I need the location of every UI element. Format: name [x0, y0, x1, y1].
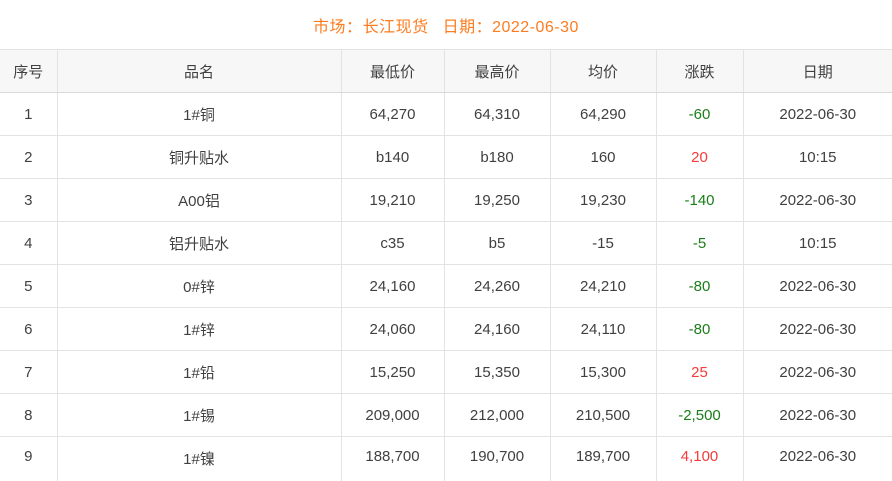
table-row: 6 1#锌 24,060 24,160 24,110 -80 2022-06-3… — [0, 307, 892, 351]
cell-name: 1#镍 — [56, 436, 342, 481]
cell-change: 25 — [655, 350, 744, 394]
cell-avg: -15 — [549, 221, 657, 265]
cell-change: -5 — [655, 221, 744, 265]
table-row: 1 1#铜 64,270 64,310 64,290 -60 2022-06-3… — [0, 92, 892, 136]
column-header-name: 品名 — [56, 49, 342, 93]
cell-avg: 160 — [549, 135, 657, 179]
cell-high: b5 — [443, 221, 551, 265]
market-title-text: 市场：长江现货 — [313, 13, 429, 37]
table-header: 序号 品名 最低价 最高价 均价 涨跌 日期 — [0, 49, 892, 93]
cell-seq: 9 — [0, 436, 58, 481]
cell-change: -2,500 — [655, 393, 744, 437]
column-header-high: 最高价 — [443, 49, 551, 93]
cell-name: 铜升贴水 — [56, 135, 342, 179]
date-label: 日期： — [442, 18, 493, 36]
cell-seq: 8 — [0, 393, 58, 437]
cell-low: 24,060 — [340, 307, 445, 351]
cell-low: 19,210 — [340, 178, 445, 222]
cell-date: 2022-06-30 — [742, 393, 892, 437]
market-label: 市场： — [313, 18, 363, 36]
cell-name: 0#锌 — [56, 264, 342, 308]
cell-change: 20 — [655, 135, 744, 179]
cell-change: -140 — [655, 178, 744, 222]
market-value: 长江现货 — [362, 18, 429, 36]
cell-low: 188,700 — [340, 436, 445, 481]
cell-change: -80 — [655, 307, 744, 351]
column-header-change: 涨跌 — [655, 49, 744, 93]
cell-avg: 189,700 — [549, 436, 657, 481]
cell-change: -80 — [655, 264, 744, 308]
cell-avg: 15,300 — [549, 350, 657, 394]
cell-seq: 7 — [0, 350, 58, 394]
cell-date: 2022-06-30 — [742, 264, 892, 308]
cell-change: -60 — [655, 92, 744, 136]
cell-low: b140 — [340, 135, 445, 179]
cell-name: 1#锡 — [56, 393, 342, 437]
cell-seq: 6 — [0, 307, 58, 351]
price-table: 序号 品名 最低价 最高价 均价 涨跌 日期 1 1#铜 64,270 64,3… — [0, 49, 892, 481]
cell-low: 64,270 — [340, 92, 445, 136]
table-row: 3 A00铝 19,210 19,250 19,230 -140 2022-06… — [0, 178, 892, 222]
cell-avg: 210,500 — [549, 393, 657, 437]
cell-name: 1#锌 — [56, 307, 342, 351]
cell-seq: 1 — [0, 92, 58, 136]
cell-high: 24,260 — [443, 264, 551, 308]
cell-low: c35 — [340, 221, 445, 265]
cell-high: 24,160 — [443, 307, 551, 351]
cell-date: 2022-06-30 — [742, 436, 892, 481]
header-row: 序号 品名 最低价 最高价 均价 涨跌 日期 — [0, 49, 892, 93]
table-row: 8 1#锡 209,000 212,000 210,500 -2,500 202… — [0, 393, 892, 437]
cell-date: 2022-06-30 — [742, 178, 892, 222]
table-row: 9 1#镍 188,700 190,700 189,700 4,100 2022… — [0, 436, 892, 481]
cell-date: 10:15 — [742, 135, 892, 179]
cell-high: 190,700 — [443, 436, 551, 481]
page-title: 市场：长江现货 日期：2022-06-30 — [0, 0, 892, 49]
table-body: 1 1#铜 64,270 64,310 64,290 -60 2022-06-3… — [0, 92, 892, 481]
cell-low: 15,250 — [340, 350, 445, 394]
column-header-avg: 均价 — [549, 49, 657, 93]
cell-high: b180 — [443, 135, 551, 179]
cell-seq: 5 — [0, 264, 58, 308]
cell-name: 铝升贴水 — [56, 221, 342, 265]
table-row: 2 铜升贴水 b140 b180 160 20 10:15 — [0, 135, 892, 179]
cell-date: 2022-06-30 — [742, 92, 892, 136]
column-header-low: 最低价 — [340, 49, 445, 93]
cell-low: 24,160 — [340, 264, 445, 308]
column-header-date: 日期 — [742, 49, 892, 93]
cell-avg: 19,230 — [549, 178, 657, 222]
table-row: 7 1#铅 15,250 15,350 15,300 25 2022-06-30 — [0, 350, 892, 394]
cell-seq: 3 — [0, 178, 58, 222]
cell-low: 209,000 — [340, 393, 445, 437]
cell-avg: 24,210 — [549, 264, 657, 308]
column-header-seq: 序号 — [0, 49, 58, 93]
cell-name: 1#铅 — [56, 350, 342, 394]
cell-name: A00铝 — [56, 178, 342, 222]
cell-name: 1#铜 — [56, 92, 342, 136]
cell-seq: 4 — [0, 221, 58, 265]
cell-date: 2022-06-30 — [742, 307, 892, 351]
cell-high: 15,350 — [443, 350, 551, 394]
cell-change: 4,100 — [655, 436, 744, 481]
date-title-text: 日期：2022-06-30 — [443, 13, 579, 37]
table-row: 4 铝升贴水 c35 b5 -15 -5 10:15 — [0, 221, 892, 265]
cell-high: 212,000 — [443, 393, 551, 437]
table-row: 5 0#锌 24,160 24,260 24,210 -80 2022-06-3… — [0, 264, 892, 308]
cell-seq: 2 — [0, 135, 58, 179]
cell-high: 19,250 — [443, 178, 551, 222]
cell-date: 2022-06-30 — [742, 350, 892, 394]
cell-avg: 24,110 — [549, 307, 657, 351]
cell-high: 64,310 — [443, 92, 551, 136]
cell-date: 10:15 — [742, 221, 892, 265]
cell-avg: 64,290 — [549, 92, 657, 136]
date-value: 2022-06-30 — [492, 18, 579, 36]
